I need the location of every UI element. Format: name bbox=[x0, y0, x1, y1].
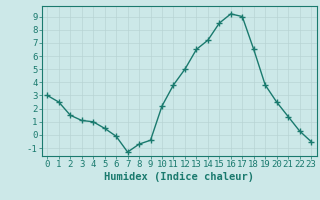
X-axis label: Humidex (Indice chaleur): Humidex (Indice chaleur) bbox=[104, 172, 254, 182]
